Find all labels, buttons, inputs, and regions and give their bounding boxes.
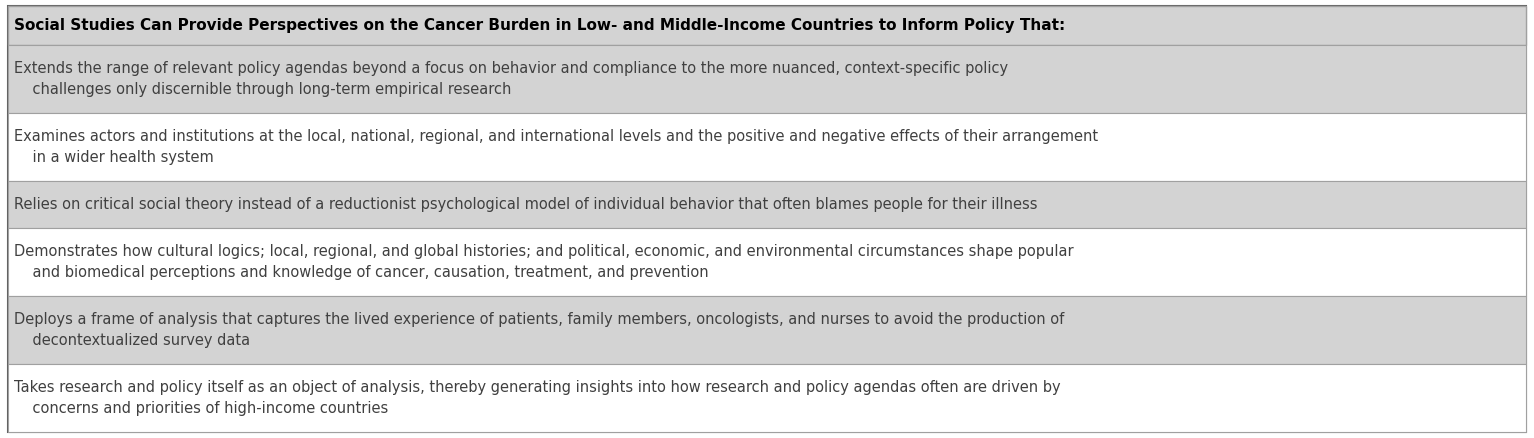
Text: Takes research and policy itself as an object of analysis, thereby generating in: Takes research and policy itself as an o… bbox=[14, 380, 1060, 395]
Bar bbox=[8, 228, 1526, 296]
Bar bbox=[8, 296, 1526, 364]
Text: challenges only discernible through long-term empirical research: challenges only discernible through long… bbox=[14, 82, 511, 97]
Bar bbox=[8, 113, 1526, 181]
Text: concerns and priorities of high-income countries: concerns and priorities of high-income c… bbox=[14, 401, 388, 416]
Bar bbox=[8, 6, 1526, 45]
Text: Deploys a frame of analysis that captures the lived experience of patients, fami: Deploys a frame of analysis that capture… bbox=[14, 312, 1065, 327]
Bar bbox=[8, 181, 1526, 228]
Bar bbox=[8, 364, 1526, 432]
Text: and biomedical perceptions and knowledge of cancer, causation, treatment, and pr: and biomedical perceptions and knowledge… bbox=[14, 265, 709, 280]
Text: in a wider health system: in a wider health system bbox=[14, 150, 213, 165]
Text: decontextualized survey data: decontextualized survey data bbox=[14, 333, 250, 348]
Text: Examines actors and institutions at the local, national, regional, and internati: Examines actors and institutions at the … bbox=[14, 129, 1098, 144]
Text: Extends the range of relevant policy agendas beyond a focus on behavior and comp: Extends the range of relevant policy age… bbox=[14, 60, 1008, 76]
Text: Relies on critical social theory instead of a reductionist psychological model o: Relies on critical social theory instead… bbox=[14, 197, 1037, 212]
Text: Demonstrates how cultural logics; local, regional, and global histories; and pol: Demonstrates how cultural logics; local,… bbox=[14, 244, 1074, 259]
Bar bbox=[8, 45, 1526, 113]
Text: Social Studies Can Provide Perspectives on the Cancer Burden in Low- and Middle-: Social Studies Can Provide Perspectives … bbox=[14, 18, 1065, 33]
